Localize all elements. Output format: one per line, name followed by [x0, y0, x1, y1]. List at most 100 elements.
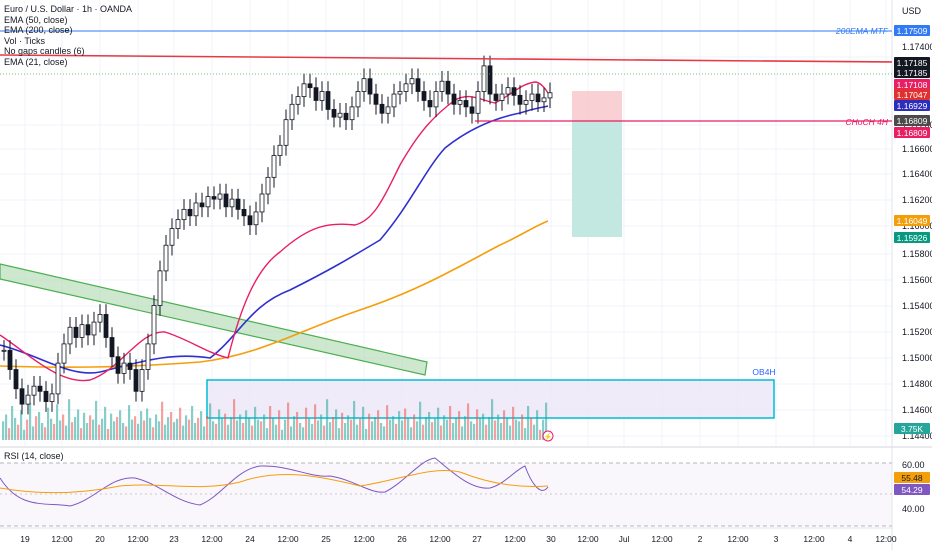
- volume-bar: [218, 409, 221, 440]
- volume-bar: [545, 402, 548, 440]
- candle-body: [337, 112, 343, 118]
- target-zone: [572, 121, 622, 237]
- volume-bar: [428, 411, 431, 440]
- price-label-bg: [894, 215, 930, 226]
- candle-body: [61, 343, 67, 364]
- legend-ema200[interactable]: EMA (200, close): [4, 25, 73, 36]
- candle-body: [79, 324, 85, 338]
- volume-bar: [236, 420, 239, 440]
- volume-bar: [506, 417, 509, 440]
- rsi-legend[interactable]: RSI (14, close): [4, 451, 64, 461]
- volume-bar: [47, 407, 50, 440]
- legend-no-gaps-candles[interactable]: No gaps candles (6): [4, 46, 85, 57]
- candle-body: [415, 78, 421, 92]
- volume-bar: [185, 415, 188, 440]
- volume-bar: [485, 424, 488, 440]
- candle-body: [445, 80, 451, 95]
- order-block-zone[interactable]: OB4H: [206, 367, 776, 419]
- time-tick: 19: [20, 534, 30, 544]
- ema200-path: [0, 220, 549, 368]
- ema21-line: [0, 81, 549, 382]
- volume-bar: [410, 427, 413, 440]
- candle-body: [205, 196, 211, 208]
- candle-body: [193, 202, 199, 217]
- horizontal-levels[interactable]: 200EMA MTF CHoCH 4H: [0, 26, 893, 127]
- volume-bar: [455, 417, 458, 440]
- volume-bar: [281, 429, 284, 440]
- volume-bar: [125, 426, 128, 440]
- volume-bar: [515, 419, 518, 440]
- price-label-bg: [894, 115, 930, 126]
- trade-position-box[interactable]: [572, 91, 622, 237]
- volume-bar: [230, 417, 233, 440]
- candle-body: [253, 211, 259, 226]
- candle-body: [475, 91, 481, 114]
- candle-body: [547, 92, 553, 99]
- time-tick: 12:00: [651, 534, 673, 544]
- candle-body: [31, 385, 37, 396]
- time-tick: 25: [321, 534, 331, 544]
- volume-bar: [203, 426, 206, 440]
- candle-body: [277, 144, 283, 156]
- volume-bar: [65, 425, 68, 440]
- volume-bar: [191, 406, 194, 440]
- volume-bar: [26, 419, 29, 440]
- volume-bar: [377, 410, 380, 440]
- candle-body: [139, 369, 145, 392]
- candle-body: [25, 394, 31, 405]
- price-tick: 1.14400: [902, 431, 932, 441]
- candle-body: [217, 193, 223, 200]
- volume-bar: [464, 416, 467, 440]
- legend-volume[interactable]: Vol · Ticks: [4, 35, 46, 46]
- volume-label-bg: [894, 423, 930, 434]
- volume-bar: [536, 410, 539, 440]
- time-tick: 12:00: [127, 534, 149, 544]
- volume-bar: [20, 410, 23, 440]
- legend-ema21[interactable]: EMA (21, close): [4, 56, 68, 67]
- price-axis[interactable]: 1.174001.172001.166001.164001.162001.160…: [894, 6, 932, 514]
- volume-bar: [44, 427, 47, 440]
- candle-body: [7, 349, 13, 370]
- volume-bar: [362, 406, 365, 440]
- time-axis[interactable]: 19 12:00 20 12:00 23 12:00 24 12:00 25 12:00 26 12:…: [20, 534, 897, 544]
- volume-bar: [209, 403, 212, 440]
- volume-bar: [329, 422, 332, 440]
- volume-bar: [107, 428, 110, 440]
- candle-body: [439, 80, 445, 92]
- time-tick: 27: [472, 534, 482, 544]
- candle-body: [457, 100, 463, 105]
- volume-bar: [422, 424, 425, 440]
- volume-bars: [2, 399, 548, 440]
- legend-ema50[interactable]: EMA (50, close): [4, 14, 68, 25]
- candle-body: [43, 390, 49, 402]
- volume-bar: [263, 414, 266, 440]
- candle-body: [313, 87, 319, 101]
- volume-bar: [401, 420, 404, 440]
- volume-bar: [272, 417, 275, 440]
- volume-bar: [380, 423, 383, 440]
- volume-bar: [248, 417, 251, 440]
- candle-body: [157, 270, 163, 306]
- volume-bar: [113, 421, 116, 440]
- volume-bar: [467, 403, 470, 440]
- volume-bar: [152, 427, 155, 440]
- volume-bar: [446, 419, 449, 440]
- volume-bar: [290, 426, 293, 440]
- volume-label: 3.75K: [901, 424, 924, 434]
- time-tick: 30: [546, 534, 556, 544]
- symbol-title[interactable]: Euro / U.S. Dollar · 1h · OANDA: [4, 4, 133, 14]
- candle-body: [361, 78, 367, 92]
- choch-label: CHoCH 4H: [845, 117, 888, 127]
- time-tick: 26: [397, 534, 407, 544]
- price-tick: 1.15000: [902, 353, 932, 363]
- candle-body: [181, 208, 187, 221]
- candle-body: [163, 244, 169, 272]
- descending-channel[interactable]: [0, 263, 428, 376]
- time-tick: 12:00: [875, 534, 897, 544]
- volume-bar: [92, 419, 95, 440]
- volume-bar: [458, 411, 461, 440]
- time-tick: 2: [698, 534, 703, 544]
- volume-bar: [161, 401, 164, 440]
- candle-body: [229, 198, 235, 208]
